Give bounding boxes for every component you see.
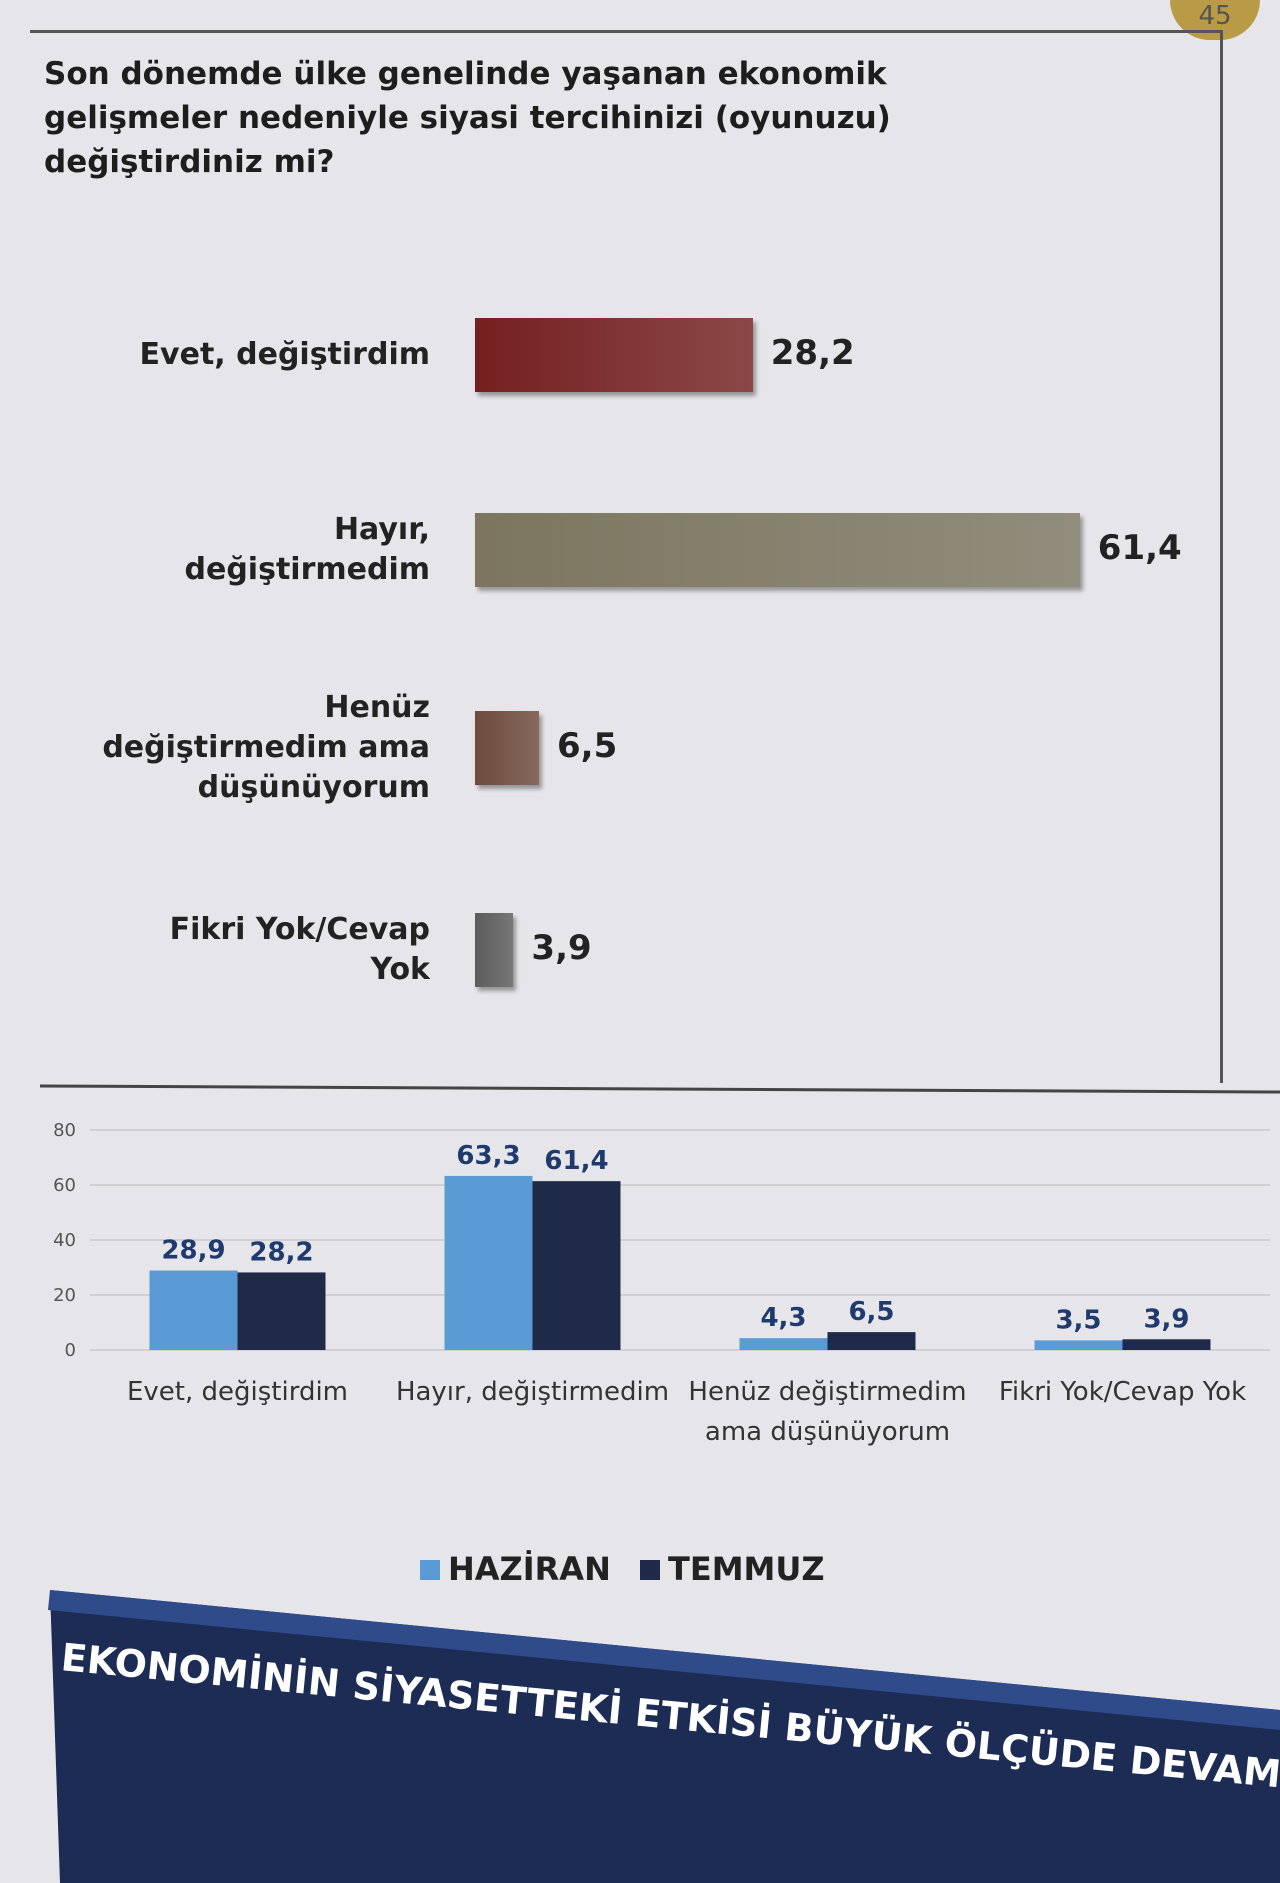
bar [149,1270,238,1350]
value-label: 4,3 [760,1303,806,1333]
value-label: 28,2 [249,1237,313,1267]
bar [475,711,540,785]
bar [475,318,753,392]
separator [39,1084,1280,1094]
category-label: Hayır, değiştirmedim [184,512,430,587]
value-label: 61,4 [544,1146,608,1176]
frame [30,30,1223,1083]
legend-swatch [420,1560,440,1580]
value-label: 28,9 [161,1236,225,1266]
legend-label: HAZİRAN [448,1550,611,1588]
value-label: 6,5 [848,1297,894,1327]
y-tick-label: 40 [53,1230,76,1251]
legend-swatch [640,1560,660,1580]
chart-title: Son dönemde ülke genelinde yaşanan ekono… [44,56,891,180]
banner: EKONOMİNİN SİYASETTEKİ ETKİSİ BÜYÜK ÖLÇÜ… [48,1590,1280,1883]
value-label: 6,5 [557,726,618,766]
bar [475,513,1080,587]
x-tick-label: Fikri Yok/Cevap Yok [999,1377,1246,1407]
bar [237,1272,326,1350]
category-label: Henüz değiştirmedim ama düşünüyorum [102,690,430,805]
bar [827,1332,916,1350]
y-tick-label: 0 [65,1340,76,1361]
bar [444,1175,533,1350]
value-label: 63,3 [456,1141,520,1171]
value-label: 3,9 [531,928,592,968]
bar [532,1181,621,1350]
value-label: 3,5 [1055,1305,1101,1335]
bar [475,913,514,987]
banner-shape [50,1590,1280,1883]
bar [1122,1339,1211,1350]
category-label: Evet, değiştirdim [139,337,430,372]
x-tick-label: Henüz değiştirmedim ama düşünüyorum [688,1377,966,1447]
bar [1034,1340,1123,1350]
y-tick-label: 80 [53,1120,76,1141]
chart-2: 0 20 40 60 80 28,9 28,2 Evet, değiştirdim 63,3 61… [39,1084,1280,1588]
category-label: Fikri Yok/Cevap Yok [169,912,430,987]
y-tick-label: 60 [53,1175,76,1196]
value-label: 28,2 [770,333,855,373]
banner-edge [48,1590,1280,1730]
x-tick-label: Hayır, değiştirmedim [396,1377,669,1407]
x-tick-label: Evet, değiştirdim [127,1377,348,1407]
value-label: 61,4 [1097,528,1182,568]
bar [739,1338,828,1350]
value-label: 3,9 [1143,1304,1189,1334]
y-tick-label: 20 [53,1285,76,1306]
legend-label: TEMMUZ [668,1550,825,1588]
